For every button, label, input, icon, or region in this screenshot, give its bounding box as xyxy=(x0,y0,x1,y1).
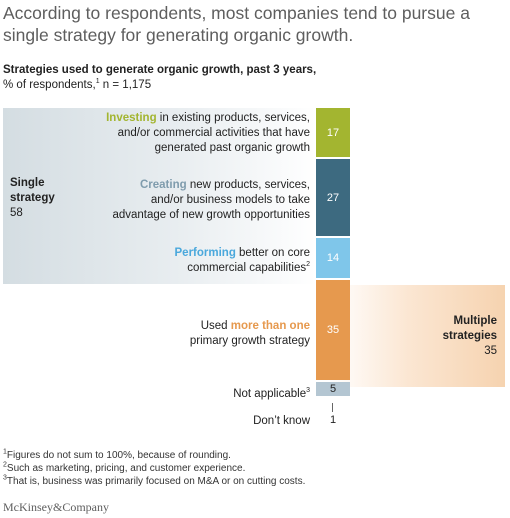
chart-title: According to respondents, most companies… xyxy=(3,3,470,45)
label-performing-line2: commercial capabilities xyxy=(187,262,307,274)
label-dont-know-text: Don’t know xyxy=(253,415,310,427)
label-creating-line2: and/or business models to take xyxy=(150,194,310,206)
bar-performing-value: 14 xyxy=(326,252,340,264)
footnote-ref-3: 3 xyxy=(306,387,310,395)
dont-know-tick xyxy=(332,403,333,412)
single-strategy-name-1: Single xyxy=(10,177,45,189)
bar-performing: 14 xyxy=(316,238,350,278)
label-multiple-highlight: more than one xyxy=(230,320,310,332)
footnote-3: 3That is, business was primarily focused… xyxy=(3,475,305,488)
label-investing: Investing in existing products, services… xyxy=(50,111,310,156)
label-investing-rest: in existing products, services, xyxy=(156,112,310,124)
multiple-strategies-band xyxy=(330,285,505,387)
dont-know-value: 1 xyxy=(329,414,337,426)
label-creating-rest: new products, services, xyxy=(186,179,310,191)
footnote-1: 1Figures do not sum to 100%, because of … xyxy=(3,449,231,462)
label-not-applicable: Not applicable3 xyxy=(50,387,310,402)
subtitle-unit: % of respondents, xyxy=(3,79,96,91)
bar-not-applicable-value: 5 xyxy=(329,383,337,395)
bar-not-applicable: 5 xyxy=(316,382,350,396)
chart-subtitle: Strategies used to generate organic grow… xyxy=(3,63,503,93)
footnote-2: 2Such as marketing, pricing, and custome… xyxy=(3,462,245,475)
label-performing-highlight: Performing xyxy=(174,247,236,259)
footnote-ref-1: 1 xyxy=(95,78,100,86)
bar-multiple-value: 35 xyxy=(326,324,340,336)
footnote-2-text: Such as marketing, pricing, and customer… xyxy=(6,463,246,474)
label-performing-rest: better on core xyxy=(235,247,310,259)
footnote-ref-2: 2 xyxy=(306,261,310,269)
footnote-3-text: That is, business was primarily focused … xyxy=(6,476,306,487)
label-investing-line2: and/or commercial activities that have xyxy=(117,127,310,139)
footnote-1-text: Figures do not sum to 100%, because of r… xyxy=(6,450,231,461)
label-investing-line3: generated past organic growth xyxy=(154,142,310,154)
multiple-strategies-name-1: Multiple xyxy=(453,315,497,327)
bar-creating: 27 xyxy=(316,159,350,236)
footnote-3-marker: 3 xyxy=(3,474,7,482)
single-strategy-name-2: strategy xyxy=(10,192,55,204)
label-investing-highlight: Investing xyxy=(106,112,157,124)
label-creating-line3: advantage of new growth opportunities xyxy=(112,209,310,221)
label-not-applicable-text: Not applicable xyxy=(233,388,307,400)
multiple-strategies-name-2: strategies xyxy=(442,330,497,342)
label-multiple-line2: primary growth strategy xyxy=(189,335,310,347)
label-dont-know: Don’t know xyxy=(50,414,310,429)
label-multiple-pre: Used xyxy=(200,320,231,332)
single-strategy-value: 58 xyxy=(10,207,23,219)
footnote-1-marker: 1 xyxy=(3,448,7,456)
multiple-strategies-value: 35 xyxy=(484,345,497,357)
subtitle-main: Strategies used to generate organic grow… xyxy=(3,64,317,76)
single-strategy-band xyxy=(3,108,316,284)
bar-multiple: 35 xyxy=(316,280,350,380)
multiple-strategies-label: Multiple strategies 35 xyxy=(443,314,497,359)
single-strategy-label: Single strategy 58 xyxy=(10,176,55,221)
label-multiple: Used more than one primary growth strate… xyxy=(50,319,310,349)
bar-investing: 17 xyxy=(316,108,350,157)
label-performing: Performing better on core commercial cap… xyxy=(50,246,311,276)
label-creating-highlight: Creating xyxy=(139,179,187,191)
bar-creating-value: 27 xyxy=(326,191,340,204)
mckinsey-logo: McKinsey&Company xyxy=(3,500,109,514)
subtitle-sample-size: n = 1,175 xyxy=(99,79,152,91)
footnote-2-marker: 2 xyxy=(3,461,7,469)
label-creating: Creating new products, services, and/or … xyxy=(50,178,310,223)
bar-investing-value: 17 xyxy=(326,126,340,139)
